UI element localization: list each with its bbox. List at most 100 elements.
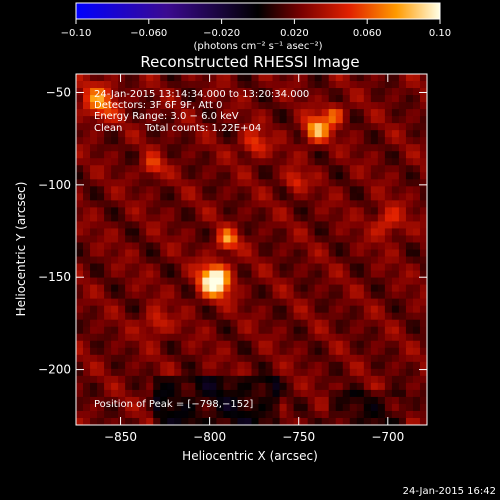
heatmap-cell [258,284,266,293]
heatmap-cell [181,403,189,412]
heatmap-cell [349,249,358,257]
heatmap-cell [216,298,224,307]
heatmap-cell [216,95,224,103]
heatmap-cell [258,403,266,412]
heatmap-cell [174,151,182,159]
heatmap-cell [377,88,386,96]
heatmap-cell [90,347,98,356]
heatmap-cell [328,319,337,328]
heatmap-cell [391,249,400,257]
heatmap-cell [216,270,224,278]
heatmap-cell [398,333,407,342]
heatmap-cell [272,284,280,293]
heatmap-cell [391,354,400,363]
heatmap-cell [195,305,203,314]
heatmap-cell [377,368,386,377]
heatmap-cell [265,130,273,138]
heatmap-cell [412,270,421,278]
heatmap-cell [146,88,154,96]
heatmap-cell [258,361,266,370]
heatmap-cell [132,263,140,271]
heatmap-cell [349,214,358,222]
heatmap-cell [279,158,287,166]
heatmap-cell [125,151,133,159]
heatmap-cell [272,214,280,222]
heatmap-cell [202,298,210,307]
heatmap-cell [97,179,105,187]
heatmap-cell [391,123,400,131]
heatmap-cell [272,207,280,215]
heatmap-cell [181,263,189,271]
heatmap-cell [174,361,182,370]
heatmap-cell [195,340,203,349]
heatmap-cell [377,81,386,89]
heatmap-cell [90,165,98,173]
heatmap-cell [307,221,316,229]
heatmap-cell [153,396,161,405]
heatmap-cell [104,270,112,278]
heatmap-cell [188,333,196,342]
heatmap-cell [363,200,372,208]
colorbar-tick-label: 0.020 [280,28,309,39]
colorbar-tick-label: −0.060 [130,28,167,39]
heatmap-cell [90,284,98,293]
heatmap-cell [412,298,421,307]
heatmap-cell [90,81,98,89]
heatmap-cell [125,263,133,271]
heatmap-cell [335,207,344,215]
heatmap-cell [377,102,386,110]
heatmap-cell [258,235,266,243]
heatmap-cell [335,165,344,173]
heatmap-cell [97,319,105,328]
heatmap-cell [167,389,175,398]
heatmap-cell [202,375,210,384]
heatmap-cell [97,158,105,166]
heatmap-cell [76,410,84,419]
heatmap-cell [216,235,224,243]
y-tick-label: −100 [38,178,71,192]
heatmap-cell [181,396,189,405]
heatmap-cell [328,200,337,208]
heatmap-cell [139,305,147,314]
heatmap-cell [104,88,112,96]
heatmap-cell [209,200,217,208]
heatmap-cell [195,179,203,187]
heatmap-cell [370,186,379,194]
heatmap-cell [300,361,309,370]
heatmap-cell [279,389,287,398]
heatmap-cell [146,305,154,314]
heatmap-cell [405,368,414,377]
heatmap-cell [321,270,330,278]
heatmap-cell [419,270,428,278]
heatmap-cell [139,88,147,96]
heatmap-cell [153,221,161,229]
heatmap-cell [216,172,224,180]
heatmap-cell [244,263,252,271]
heatmap-cell [174,410,182,419]
heatmap-cell [265,375,273,384]
heatmap-cell [237,277,245,285]
heatmap-cell [188,172,196,180]
heatmap-cell [412,102,421,110]
heatmap-cell [139,389,147,398]
heatmap-cell [153,74,161,82]
heatmap-cell [237,81,245,89]
heatmap-cell [342,88,351,96]
heatmap-cell [384,95,393,103]
heatmap-cell [279,172,287,180]
heatmap-cell [398,284,407,293]
heatmap-cell [349,333,358,342]
heatmap-cell [195,200,203,208]
heatmap-cell [384,249,393,257]
heatmap-cell [167,312,175,321]
heatmap-cell [307,123,316,131]
heatmap-cell [216,277,224,285]
heatmap-cell [125,284,133,293]
heatmap-cell [139,319,147,328]
heatmap-cell [244,340,252,349]
heatmap-cell [391,347,400,356]
heatmap-cell [237,291,245,300]
heatmap-cell [104,263,112,271]
heatmap-cell [146,228,154,236]
heatmap-cell [419,242,428,250]
